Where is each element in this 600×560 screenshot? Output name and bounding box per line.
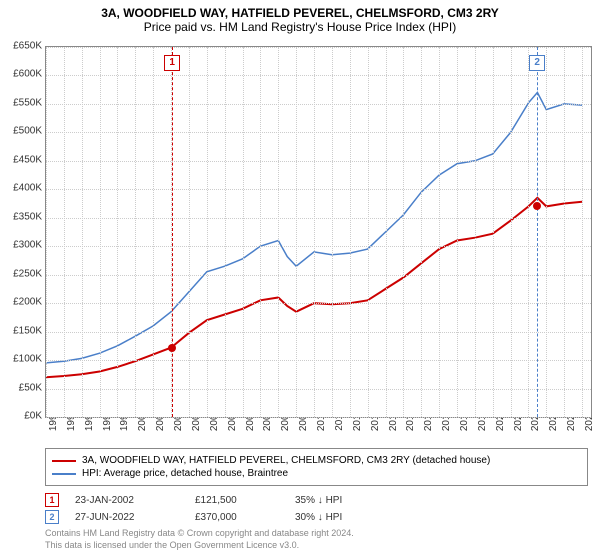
event-row: 1 23-JAN-2002£121,50035% ↓ HPI bbox=[45, 493, 415, 507]
legend-box: 3A, WOODFIELD WAY, HATFIELD PEVEREL, CHE… bbox=[45, 448, 588, 486]
event-diff: 35% ↓ HPI bbox=[295, 495, 415, 506]
event-marker-line bbox=[537, 47, 538, 417]
legend-swatch bbox=[52, 460, 76, 462]
event-marker-badge: 1 bbox=[164, 55, 180, 71]
y-tick-label: £100K bbox=[2, 354, 42, 365]
chart-subtitle: Price paid vs. HM Land Registry's House … bbox=[0, 20, 600, 38]
event-row-badge: 1 bbox=[45, 493, 59, 507]
event-price: £121,500 bbox=[195, 495, 295, 506]
legend-row: 3A, WOODFIELD WAY, HATFIELD PEVEREL, CHE… bbox=[52, 455, 581, 466]
footer-line-1: Contains HM Land Registry data © Crown c… bbox=[45, 528, 354, 540]
y-tick-label: £600K bbox=[2, 69, 42, 80]
legend-label: HPI: Average price, detached house, Brai… bbox=[82, 468, 288, 479]
events-table: 1 23-JAN-2002£121,50035% ↓ HPI 2 27-JUN-202… bbox=[45, 490, 415, 527]
event-marker-badge: 2 bbox=[529, 55, 545, 71]
plot-area: 12 bbox=[45, 46, 592, 418]
event-price: £370,000 bbox=[195, 512, 295, 523]
chart-title: 3A, WOODFIELD WAY, HATFIELD PEVEREL, CHE… bbox=[0, 0, 600, 20]
y-tick-label: £550K bbox=[2, 97, 42, 108]
y-tick-label: £500K bbox=[2, 126, 42, 137]
series-svg bbox=[46, 47, 591, 417]
event-point-marker bbox=[168, 344, 176, 352]
y-tick-label: £650K bbox=[2, 41, 42, 52]
legend-swatch bbox=[52, 473, 76, 475]
event-diff: 30% ↓ HPI bbox=[295, 512, 415, 523]
y-tick-label: £400K bbox=[2, 183, 42, 194]
legend-row: HPI: Average price, detached house, Brai… bbox=[52, 468, 581, 479]
footer-attribution: Contains HM Land Registry data © Crown c… bbox=[45, 528, 354, 551]
event-date: 23-JAN-2002 bbox=[75, 495, 195, 506]
y-tick-label: £50K bbox=[2, 382, 42, 393]
y-tick-label: £150K bbox=[2, 325, 42, 336]
footer-line-2: This data is licensed under the Open Gov… bbox=[45, 540, 354, 552]
event-row: 2 27-JUN-2022£370,00030% ↓ HPI bbox=[45, 510, 415, 524]
y-tick-label: £0K bbox=[2, 411, 42, 422]
y-tick-label: £350K bbox=[2, 211, 42, 222]
chart-container: 3A, WOODFIELD WAY, HATFIELD PEVEREL, CHE… bbox=[0, 0, 600, 560]
legend-label: 3A, WOODFIELD WAY, HATFIELD PEVEREL, CHE… bbox=[82, 455, 490, 466]
event-date: 27-JUN-2022 bbox=[75, 512, 195, 523]
event-marker-line bbox=[172, 47, 173, 417]
event-row-badge: 2 bbox=[45, 510, 59, 524]
y-tick-label: £250K bbox=[2, 268, 42, 279]
event-point-marker bbox=[533, 202, 541, 210]
y-tick-label: £300K bbox=[2, 240, 42, 251]
y-tick-label: £450K bbox=[2, 154, 42, 165]
y-tick-label: £200K bbox=[2, 297, 42, 308]
